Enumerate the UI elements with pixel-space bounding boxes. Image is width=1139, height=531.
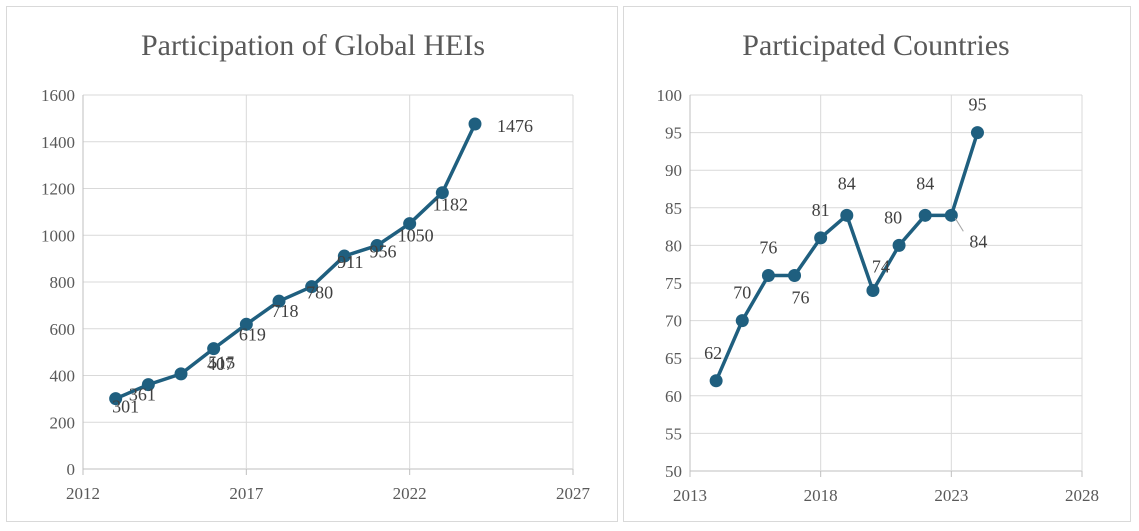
hei-participation-chart: Participation of Global HEIs 0 200 400 600 8…	[41, 29, 591, 503]
data-point	[970, 126, 984, 140]
data-label: 911	[337, 252, 363, 272]
data-label: 619	[239, 324, 266, 344]
data-point	[141, 378, 155, 392]
data-label: 81	[812, 200, 830, 220]
data-point	[788, 268, 802, 282]
data-point	[337, 249, 351, 263]
y-tick-label: 65	[665, 349, 682, 368]
data-label: 956	[370, 242, 397, 262]
data-label: 76	[759, 237, 777, 257]
data-label: 1182	[433, 195, 468, 215]
data-point	[892, 238, 906, 252]
data-label: 74	[872, 257, 890, 277]
x-tick-label: 2018	[804, 486, 838, 505]
y-tick-label: 1400	[41, 133, 75, 152]
data-point	[174, 367, 188, 381]
y-tick-label: 60	[665, 387, 682, 406]
data-point	[918, 208, 932, 222]
data-point	[403, 217, 417, 231]
data-label: 780	[306, 283, 333, 303]
data-label: 515	[208, 353, 235, 373]
data-point	[709, 374, 723, 388]
y-tick-label: 200	[50, 413, 76, 432]
x-tick-label: 2028	[1065, 486, 1099, 505]
data-label: 80	[884, 207, 902, 227]
y-tick-label: 1600	[41, 86, 75, 105]
y-tick-label: 50	[665, 462, 682, 481]
data-point	[866, 284, 880, 298]
countries-chart-panel: Participated Countries 50 55 60 65 70 75 80 85 9…	[623, 6, 1131, 522]
data-label: 407	[207, 354, 234, 374]
x-tick-label: 2012	[66, 484, 100, 503]
x-tick-label: 2027	[556, 484, 591, 503]
data-point	[109, 392, 123, 406]
y-tick-label: 0	[67, 460, 76, 479]
y-tick-label: 85	[665, 199, 682, 218]
chart-title: Participation of Global HEIs	[141, 29, 485, 62]
data-point	[435, 186, 449, 200]
data-point	[239, 317, 253, 331]
y-tick-label: 800	[50, 273, 76, 292]
data-point	[944, 208, 958, 222]
countries-chart: Participated Countries 50 55 60 65 70 75 80 85 9…	[657, 29, 1100, 505]
data-label: 62	[704, 343, 722, 363]
y-tick-label: 95	[665, 124, 682, 143]
y-tick-label: 100	[657, 86, 683, 105]
data-label: 301	[112, 397, 139, 417]
x-tick-label: 2013	[673, 486, 707, 505]
data-point	[814, 231, 828, 245]
y-tick-label: 55	[665, 424, 682, 443]
hei-participation-chart-panel: Participation of Global HEIs 0 200 400 600 8…	[6, 6, 618, 522]
label-leader-line	[954, 218, 964, 232]
data-label: 84	[969, 231, 987, 251]
data-label: 1050	[398, 226, 434, 246]
data-point	[305, 280, 319, 294]
data-point	[468, 117, 482, 131]
x-tick-label: 2017	[229, 484, 264, 503]
y-tick-label: 1200	[41, 180, 75, 199]
y-tick-label: 75	[665, 274, 682, 293]
y-tick-label: 400	[50, 367, 76, 386]
y-tick-label: 80	[665, 236, 682, 255]
y-tick-label: 70	[665, 312, 682, 331]
y-tick-label: 600	[50, 320, 76, 339]
y-tick-label: 90	[665, 161, 682, 180]
data-point	[735, 314, 749, 328]
data-label: 76	[792, 287, 810, 307]
data-label: 84	[916, 173, 934, 193]
data-point	[207, 342, 221, 356]
y-tick-label: 1000	[41, 226, 75, 245]
data-point	[370, 239, 384, 253]
data-point	[761, 268, 775, 282]
data-point	[272, 294, 286, 308]
data-label: 718	[272, 301, 299, 321]
data-point	[840, 208, 854, 222]
x-tick-label: 2022	[393, 484, 427, 503]
data-label: 361	[129, 385, 156, 405]
chart-title: Participated Countries	[742, 29, 1009, 62]
data-label: 1476	[497, 116, 533, 136]
data-label: 70	[733, 283, 751, 303]
data-label: 95	[968, 95, 986, 115]
data-label: 84	[838, 173, 856, 193]
series-line	[114, 123, 477, 401]
x-tick-label: 2023	[934, 486, 968, 505]
